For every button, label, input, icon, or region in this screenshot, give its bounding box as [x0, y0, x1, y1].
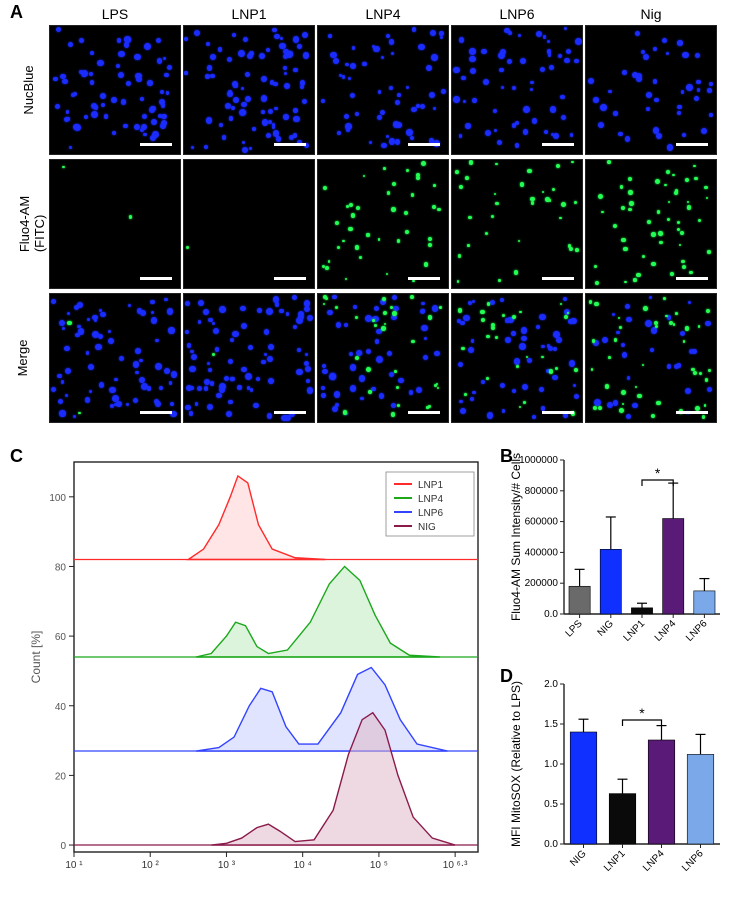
svg-text:Count [%]: Count [%] [29, 631, 43, 684]
scalebar [676, 411, 708, 414]
svg-text:LNP4: LNP4 [653, 618, 679, 644]
svg-text:*: * [655, 465, 661, 481]
micrograph-cell [49, 159, 181, 289]
bar-chart-d-svg: 0.0 0.5 1.0 1.5 2.0 NIG LNP1 LNP4 LNP6 * MFI MitoS… [508, 676, 724, 886]
panel-a-row-fluo4am: Fluo4-AM (FITC) [48, 158, 718, 290]
scalebar [676, 277, 708, 280]
scalebar [676, 143, 708, 146]
micrograph-cell [585, 25, 717, 155]
scalebar [140, 143, 172, 146]
scalebar [408, 277, 440, 280]
col-header: LPS [48, 6, 182, 22]
micrograph-cell [451, 25, 583, 155]
svg-text:10 ¹: 10 ¹ [65, 860, 83, 871]
svg-text:NIG: NIG [596, 618, 617, 639]
svg-text:LNP1: LNP1 [602, 848, 628, 874]
micrograph-cell [49, 293, 181, 423]
svg-text:10 ²: 10 ² [142, 860, 160, 871]
svg-text:2.0: 2.0 [544, 679, 558, 690]
svg-text:1000000: 1000000 [519, 455, 558, 466]
svg-text:NIG: NIG [418, 522, 436, 533]
panel-a-col-headers: LPS LNP1 LNP4 LNP6 Nig [48, 6, 718, 22]
svg-text:LNP6: LNP6 [418, 508, 443, 519]
figure: A LPS LNP1 LNP4 LNP6 Nig NucBlue Fluo4-A… [0, 0, 731, 899]
scalebar [140, 411, 172, 414]
scalebar [140, 277, 172, 280]
svg-text:LNP1: LNP1 [418, 480, 443, 491]
svg-text:10 ⁶·³: 10 ⁶·³ [443, 860, 468, 871]
bar-chart-b-svg: 0.0 200000 400000 600000 800000 1000000 LPS NIG… [508, 452, 724, 660]
svg-text:0.5: 0.5 [544, 799, 558, 810]
scalebar [542, 277, 574, 280]
svg-text:20: 20 [55, 771, 67, 782]
scalebar [542, 411, 574, 414]
col-header: LNP4 [316, 6, 450, 22]
flow-histogram-svg: 0 20 40 60 80 100 10 ¹ 10 ² 10 ³ 10 ⁴ 10 ⁵ 10 ⁶·³ Co… [26, 452, 484, 882]
svg-text:1.5: 1.5 [544, 719, 558, 730]
micrograph-cell [183, 25, 315, 155]
scalebar [274, 143, 306, 146]
micrograph-cell [49, 25, 181, 155]
panel-a-row-merge: Merge [48, 292, 718, 424]
micrograph-cell [585, 159, 717, 289]
svg-text:10 ⁴: 10 ⁴ [294, 860, 312, 871]
svg-text:LNP1: LNP1 [622, 618, 648, 644]
svg-text:10 ⁵: 10 ⁵ [370, 860, 388, 871]
panel-a-label: A [10, 2, 23, 23]
svg-text:NIG: NIG [568, 848, 589, 869]
svg-text:1.0: 1.0 [544, 759, 558, 770]
micrograph-cell [585, 293, 717, 423]
panel-b: 0.0 200000 400000 600000 800000 1000000 LPS NIG… [508, 452, 724, 660]
micrograph-cell [317, 25, 449, 155]
svg-text:80: 80 [55, 562, 67, 573]
micrograph-cell [183, 293, 315, 423]
scalebar [274, 277, 306, 280]
col-header: LNP6 [450, 6, 584, 22]
svg-text:600000: 600000 [525, 517, 559, 528]
panel-a: LPS LNP1 LNP4 LNP6 Nig NucBlue Fluo4-AM … [48, 6, 718, 424]
svg-text:LNP4: LNP4 [641, 848, 667, 874]
panel-d: 0.0 0.5 1.0 1.5 2.0 NIG LNP1 LNP4 LNP6 * MFI MitoS… [508, 676, 724, 886]
panel-c-label: C [10, 446, 23, 467]
svg-text:100: 100 [49, 493, 66, 504]
scalebar [408, 411, 440, 414]
svg-text:0.0: 0.0 [544, 839, 558, 850]
svg-text:10 ³: 10 ³ [218, 860, 236, 871]
scalebar [542, 143, 574, 146]
col-header: Nig [584, 6, 718, 22]
micrograph-cell [317, 293, 449, 423]
svg-text:LPS: LPS [564, 618, 585, 639]
scalebar [408, 143, 440, 146]
micrograph-cell [451, 293, 583, 423]
svg-text:LNP6: LNP6 [680, 848, 706, 874]
svg-text:200000: 200000 [525, 578, 559, 589]
scalebar [274, 411, 306, 414]
col-header: LNP1 [182, 6, 316, 22]
micrograph-cell [317, 159, 449, 289]
svg-text:LNP4: LNP4 [418, 494, 443, 505]
micrograph-cell [451, 159, 583, 289]
svg-text:800000: 800000 [525, 486, 559, 497]
svg-text:*: * [639, 705, 645, 721]
svg-text:0: 0 [60, 841, 66, 852]
svg-text:LNP6: LNP6 [684, 618, 710, 644]
micrograph-cell [183, 159, 315, 289]
svg-text:MFI MitoSOX (Relative to LPS): MFI MitoSOX (Relative to LPS) [509, 681, 523, 847]
panel-a-row-nucblue: NucBlue [48, 24, 718, 156]
svg-text:400000: 400000 [525, 547, 559, 558]
svg-text:60: 60 [55, 632, 67, 643]
svg-text:Fluo4-AM Sum Intensity/# Cells: Fluo4-AM Sum Intensity/# Cells [509, 453, 523, 621]
panel-c: 0 20 40 60 80 100 10 ¹ 10 ² 10 ³ 10 ⁴ 10 ⁵ 10 ⁶·³ Co… [26, 452, 484, 882]
svg-text:0.0: 0.0 [544, 609, 558, 620]
svg-text:40: 40 [55, 702, 67, 713]
